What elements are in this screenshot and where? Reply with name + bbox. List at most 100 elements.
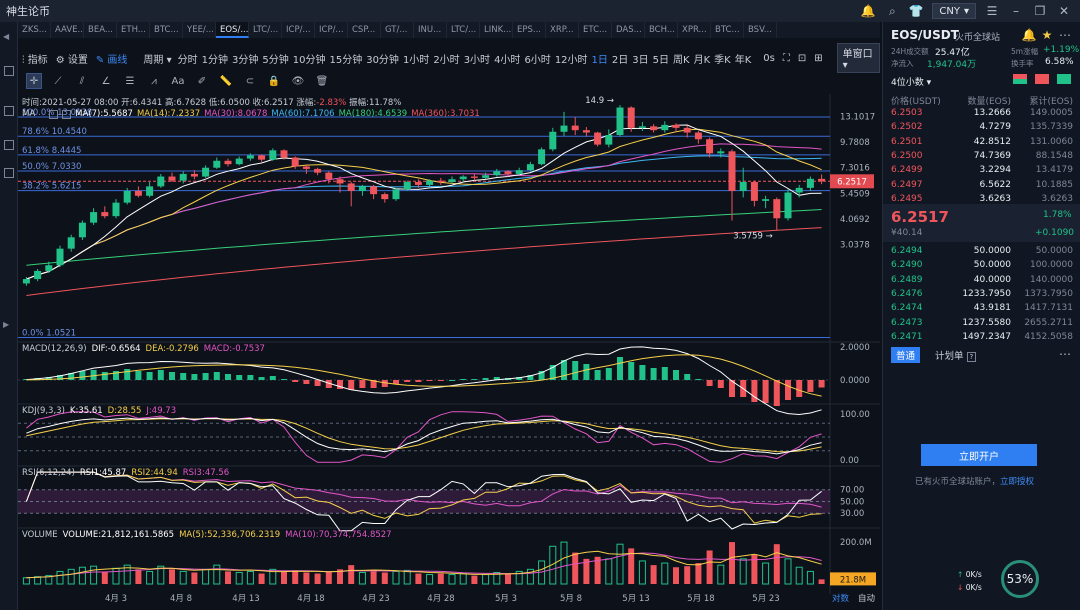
decimals-select[interactable]: 4位小数 ▾: [891, 78, 932, 88]
interval-option[interactable]: 1小时: [402, 54, 430, 66]
symbol-tab[interactable]: AAVE...: [51, 22, 84, 38]
ask-row[interactable]: 6.2501 42.8512 131.0060: [883, 137, 1080, 147]
angle-icon[interactable]: ∠: [101, 75, 111, 87]
ask-row[interactable]: 6.2502 4.7279 135.7339: [883, 122, 1080, 132]
draw-button[interactable]: ✎ 画线: [95, 54, 128, 66]
interval-option[interactable]: 15分钟: [329, 54, 363, 66]
symbol-tab[interactable]: CSP...: [348, 22, 381, 38]
interval-option[interactable]: 季K: [714, 54, 731, 66]
symbol-tab[interactable]: LTC/...: [249, 22, 282, 38]
indicators-button[interactable]: ⫶ 指标: [22, 54, 48, 66]
book-bids-icon[interactable]: [1057, 74, 1071, 84]
interval-option[interactable]: 分时: [177, 54, 198, 66]
ask-row[interactable]: 6.2500 74.7369 88.1548: [883, 151, 1080, 161]
minimize-icon[interactable]: –: [1013, 4, 1019, 18]
chart-canvas[interactable]: 100.0% 13.0138 78.6% 10.4540 61.8% 8.4445 5…: [18, 94, 880, 610]
interval-option[interactable]: 4小时: [494, 54, 521, 66]
trendline-icon[interactable]: ⟋: [54, 75, 62, 87]
symbol-tab[interactable]: BTC...: [150, 22, 183, 38]
symbol-tab[interactable]: ETC...: [579, 22, 612, 38]
book-both-icon[interactable]: [1013, 74, 1027, 84]
currency-select[interactable]: CNY ▾: [932, 3, 976, 19]
magnet-icon[interactable]: ⊂: [245, 75, 255, 87]
symbol-tab[interactable]: BEA...: [84, 22, 117, 38]
symbol-tab[interactable]: LTC/...: [447, 22, 480, 38]
rail-expand-icon[interactable]: ▶: [3, 320, 10, 329]
bid-row[interactable]: 6.2476 1233.7950 1373.7950: [883, 289, 1080, 299]
open-account-button[interactable]: 立即开户: [921, 444, 1037, 466]
ask-row[interactable]: 6.2495 3.6263 3.6263: [883, 194, 1080, 204]
bell-icon[interactable]: 🔔: [1021, 28, 1037, 42]
period-select[interactable]: 周期 ▾: [143, 54, 172, 66]
interval-option[interactable]: 1日: [591, 54, 608, 66]
restore-icon[interactable]: ❐: [1034, 4, 1046, 18]
tab-normal[interactable]: 普通: [891, 347, 921, 363]
symbol-tab[interactable]: BSV...: [744, 22, 777, 38]
list-icon[interactable]: [4, 106, 14, 116]
symbol-tab[interactable]: ZKS...: [18, 22, 51, 38]
settings-button[interactable]: ⚙ 设置: [55, 54, 88, 66]
bid-row[interactable]: 6.2473 1237.5580 2655.2711: [883, 318, 1080, 328]
fullscreen-icon[interactable]: ⛶: [782, 52, 790, 64]
bid-row[interactable]: 6.2489 40.0000 140.0000: [883, 275, 1080, 285]
symbol-tab[interactable]: ICP/...: [282, 22, 315, 38]
close-icon[interactable]: [62, 109, 72, 119]
symbol-tab[interactable]: ICP/...: [315, 22, 348, 38]
interval-option[interactable]: 6小时: [524, 54, 551, 66]
crosshair-icon[interactable]: ✛: [26, 73, 42, 89]
symbol-tab[interactable]: ETH...: [117, 22, 150, 38]
more-icon[interactable]: ⋯: [1059, 347, 1071, 361]
interval-option[interactable]: 2日: [611, 54, 629, 66]
memory-gauge[interactable]: 53%: [1001, 560, 1039, 598]
bid-row[interactable]: 6.2490 50.0000 100.0000: [883, 260, 1080, 270]
trash-icon[interactable]: 🗑: [315, 75, 329, 87]
bid-row[interactable]: 6.2471 1497.2347 4152.5058: [883, 332, 1080, 342]
interval-option[interactable]: 5日: [652, 54, 670, 66]
symbol-tab[interactable]: GT/...: [381, 22, 414, 38]
symbol-tab[interactable]: INU...: [414, 22, 447, 38]
symbol-tab[interactable]: BCH...: [645, 22, 678, 38]
interval-option[interactable]: 3日: [632, 54, 649, 66]
ask-row[interactable]: 6.2503 13.2666 149.0005: [883, 108, 1080, 118]
rail-collapse-icon[interactable]: ◀: [3, 32, 10, 41]
brush-icon[interactable]: ✐: [197, 75, 207, 87]
interval-option[interactable]: 30分钟: [366, 54, 399, 66]
eye-icon[interactable]: 👁: [291, 75, 305, 87]
interval-option[interactable]: 10分钟: [292, 54, 326, 66]
interval-option[interactable]: 周K: [673, 54, 690, 66]
bid-row[interactable]: 6.2474 43.9181 1417.7131: [883, 303, 1080, 313]
interval-option[interactable]: 月K: [693, 54, 711, 66]
interval-option[interactable]: 3小时: [463, 54, 491, 66]
interval-option[interactable]: 年K: [734, 54, 752, 66]
help-icon[interactable]: ?: [966, 352, 977, 362]
tab-plan-order[interactable]: 计划单 ?: [935, 348, 977, 362]
symbol-tab[interactable]: YEE/...: [183, 22, 216, 38]
lock-icon[interactable]: 🔒: [267, 75, 281, 87]
pattern-icon[interactable]: ⩘: [151, 75, 157, 87]
bid-row[interactable]: 6.2494 50.0000 50.0000: [883, 246, 1080, 256]
eye-toggle-icon[interactable]: [49, 109, 59, 119]
grid-icon[interactable]: ⊞: [814, 52, 823, 64]
bell-icon[interactable]: 🔔: [860, 4, 876, 18]
screenshot-icon[interactable]: ⊡: [797, 52, 807, 64]
parallel-line-icon[interactable]: ⫽: [79, 75, 85, 87]
symbol-tab[interactable]: EPS...: [513, 22, 546, 38]
interval-option[interactable]: 1分钟: [201, 54, 228, 66]
copy-icon[interactable]: [4, 168, 14, 178]
window-mode-select[interactable]: 单窗口 ▾: [836, 43, 880, 73]
interval-option[interactable]: 5分钟: [262, 54, 289, 66]
symbol-tab[interactable]: DAS...: [612, 22, 645, 38]
symbol-tab[interactable]: EOS/...: [216, 22, 249, 38]
symbol-tab[interactable]: XRP...: [546, 22, 579, 38]
symbol-tab[interactable]: XPR...: [678, 22, 711, 38]
interval-option[interactable]: 12小时: [554, 54, 588, 66]
ask-row[interactable]: 6.2497 6.5622 10.1885: [883, 180, 1080, 190]
ask-row[interactable]: 6.2499 3.2294 13.4179: [883, 165, 1080, 175]
fib-icon[interactable]: ☰: [125, 75, 135, 87]
ruler-icon[interactable]: 📏: [219, 75, 233, 87]
interval-option[interactable]: 3分钟: [231, 54, 259, 66]
authorize-link[interactable]: 立即授权: [1000, 477, 1035, 487]
chart-icon[interactable]: [4, 66, 14, 76]
news-icon[interactable]: [4, 140, 14, 150]
book-asks-icon[interactable]: [1035, 74, 1049, 84]
